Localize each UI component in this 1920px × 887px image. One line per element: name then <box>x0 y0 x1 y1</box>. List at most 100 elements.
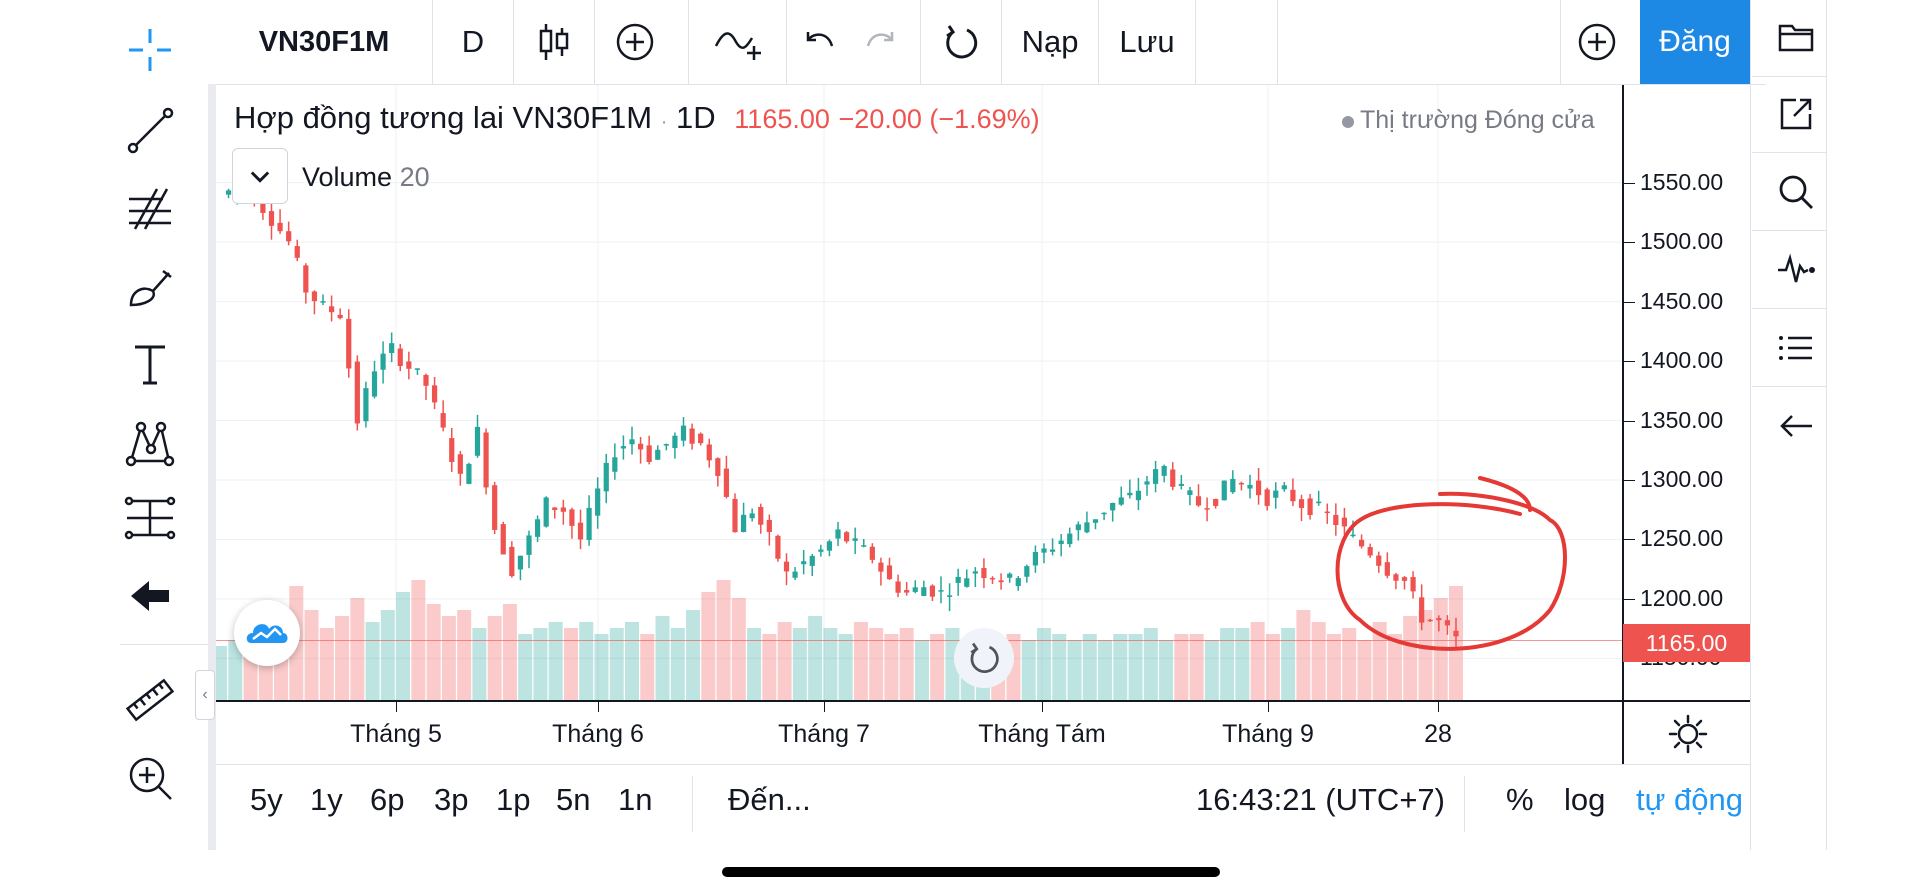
candle-body <box>1247 484 1253 489</box>
candle-body <box>869 546 875 560</box>
measure-tool[interactable] <box>120 488 180 548</box>
candle-body <box>1067 533 1073 545</box>
open-external-button[interactable] <box>1766 84 1826 144</box>
volume-bar <box>1052 634 1067 700</box>
time-tick-label: 28 <box>1424 720 1452 748</box>
back-arrow-icon <box>131 581 169 611</box>
collapse-sidebar-button[interactable] <box>1766 396 1826 456</box>
log-scale-toggle[interactable]: log <box>1564 782 1606 817</box>
volume-bar <box>1326 634 1341 700</box>
candle-body <box>620 446 627 449</box>
reset-scale-button[interactable] <box>954 628 1014 688</box>
volume-bar <box>640 634 655 700</box>
candle-body <box>1049 549 1056 552</box>
candle-body <box>904 590 910 593</box>
brush-tool[interactable] <box>120 256 180 316</box>
top-divider <box>1098 0 1099 84</box>
trend-line-tool[interactable] <box>120 100 180 160</box>
pattern-tool[interactable] <box>120 412 180 472</box>
search-button[interactable] <box>1766 162 1826 222</box>
object-tree-button[interactable] <box>1766 318 1826 378</box>
volume-bar <box>1067 640 1082 700</box>
candle-body <box>646 445 652 462</box>
volume-bar <box>594 634 609 700</box>
chart-legend: Hợp đồng tương lai VN30F1M · 1D 1165.00 … <box>234 100 1040 136</box>
candle-body <box>1110 502 1116 511</box>
volume-bar <box>1387 634 1402 700</box>
volume-legend: Volume 20 <box>302 162 430 193</box>
candle-body <box>337 314 343 319</box>
time-tick-label: Tháng Tám <box>978 720 1106 748</box>
load-layout-button[interactable]: Nạp <box>1021 24 1079 59</box>
add-button[interactable] <box>1566 0 1628 84</box>
redo-button[interactable] <box>850 0 910 84</box>
chart-type-button[interactable] <box>514 0 594 84</box>
indicators-button[interactable] <box>696 0 782 84</box>
signup-button[interactable]: Đăng <box>1640 0 1750 84</box>
crosshair-tool[interactable] <box>120 20 180 80</box>
ruler-tool[interactable] <box>120 670 180 730</box>
volume-bar <box>1037 628 1051 700</box>
volume-bar <box>655 616 670 700</box>
range-button-1y[interactable]: 1y <box>310 782 343 817</box>
candle-body <box>1290 489 1296 502</box>
save-layout-button[interactable]: Lưu <box>1119 24 1175 59</box>
candle-body <box>955 576 961 583</box>
range-button-3p[interactable]: 3p <box>434 782 469 817</box>
fib-retracement-tool[interactable] <box>120 178 180 238</box>
status-dot <box>1342 116 1354 128</box>
volume-bar <box>792 628 807 700</box>
range-button-5n[interactable]: 5n <box>556 782 591 817</box>
compare-button[interactable] <box>595 0 675 84</box>
zoom-in-tool[interactable] <box>120 748 180 808</box>
back-tool[interactable] <box>120 566 180 626</box>
tradingview-logo-button[interactable] <box>234 600 300 666</box>
goto-date-button[interactable]: Đến... <box>728 782 811 817</box>
range-button-1n[interactable]: 1n <box>618 782 653 817</box>
candle-body <box>517 555 524 570</box>
candle-body <box>277 222 283 232</box>
candle-body <box>818 549 824 552</box>
home-indicator <box>722 867 1220 877</box>
candle-body <box>801 561 807 565</box>
candle-body <box>1161 465 1167 476</box>
candle-body <box>457 454 463 474</box>
timezone-clock[interactable]: 16:43:21 (UTC+7) <box>1196 782 1445 817</box>
reset-chart-button[interactable] <box>921 0 1001 84</box>
text-tool[interactable] <box>120 334 180 394</box>
ruler-icon <box>125 678 175 722</box>
candle-body <box>1393 574 1399 581</box>
toolbar-collapse-handle[interactable]: ‹ <box>195 670 215 720</box>
volume-bar <box>1174 634 1189 700</box>
legend-interval: 1D <box>676 100 716 135</box>
candle-body <box>1084 522 1090 533</box>
undo-button[interactable] <box>790 0 850 84</box>
candle-body <box>320 301 326 303</box>
candle-body <box>1170 469 1176 487</box>
volume-bar <box>1342 628 1357 700</box>
volume-bar <box>823 628 838 700</box>
watchlist-button[interactable] <box>1766 8 1826 68</box>
price-tick <box>1623 242 1635 244</box>
volume-bar <box>1265 634 1280 700</box>
symbol-search-button[interactable]: VN30F1M <box>258 25 390 58</box>
candle-body <box>534 519 541 537</box>
range-button-6p[interactable]: 6p <box>370 782 405 817</box>
data-window-button[interactable] <box>1766 240 1826 300</box>
volume-bar <box>365 622 380 700</box>
legend-toggle-button[interactable] <box>232 148 288 204</box>
candle-body <box>1007 573 1013 578</box>
auto-scale-toggle[interactable]: tự động <box>1636 782 1743 817</box>
volume-bar <box>426 604 441 700</box>
candle-body <box>1350 534 1356 537</box>
chart-settings-button[interactable] <box>1666 712 1710 756</box>
volume-bar <box>609 628 624 700</box>
candle-body <box>912 587 918 592</box>
range-button-5y[interactable]: 5y <box>250 782 283 817</box>
range-button-1p[interactable]: 1p <box>496 782 531 817</box>
candle-body <box>1401 577 1408 581</box>
percent-scale-toggle[interactable]: % <box>1506 782 1534 817</box>
interval-button[interactable]: D <box>461 24 485 59</box>
pattern-icon <box>125 421 175 467</box>
volume-bar <box>1357 640 1372 700</box>
